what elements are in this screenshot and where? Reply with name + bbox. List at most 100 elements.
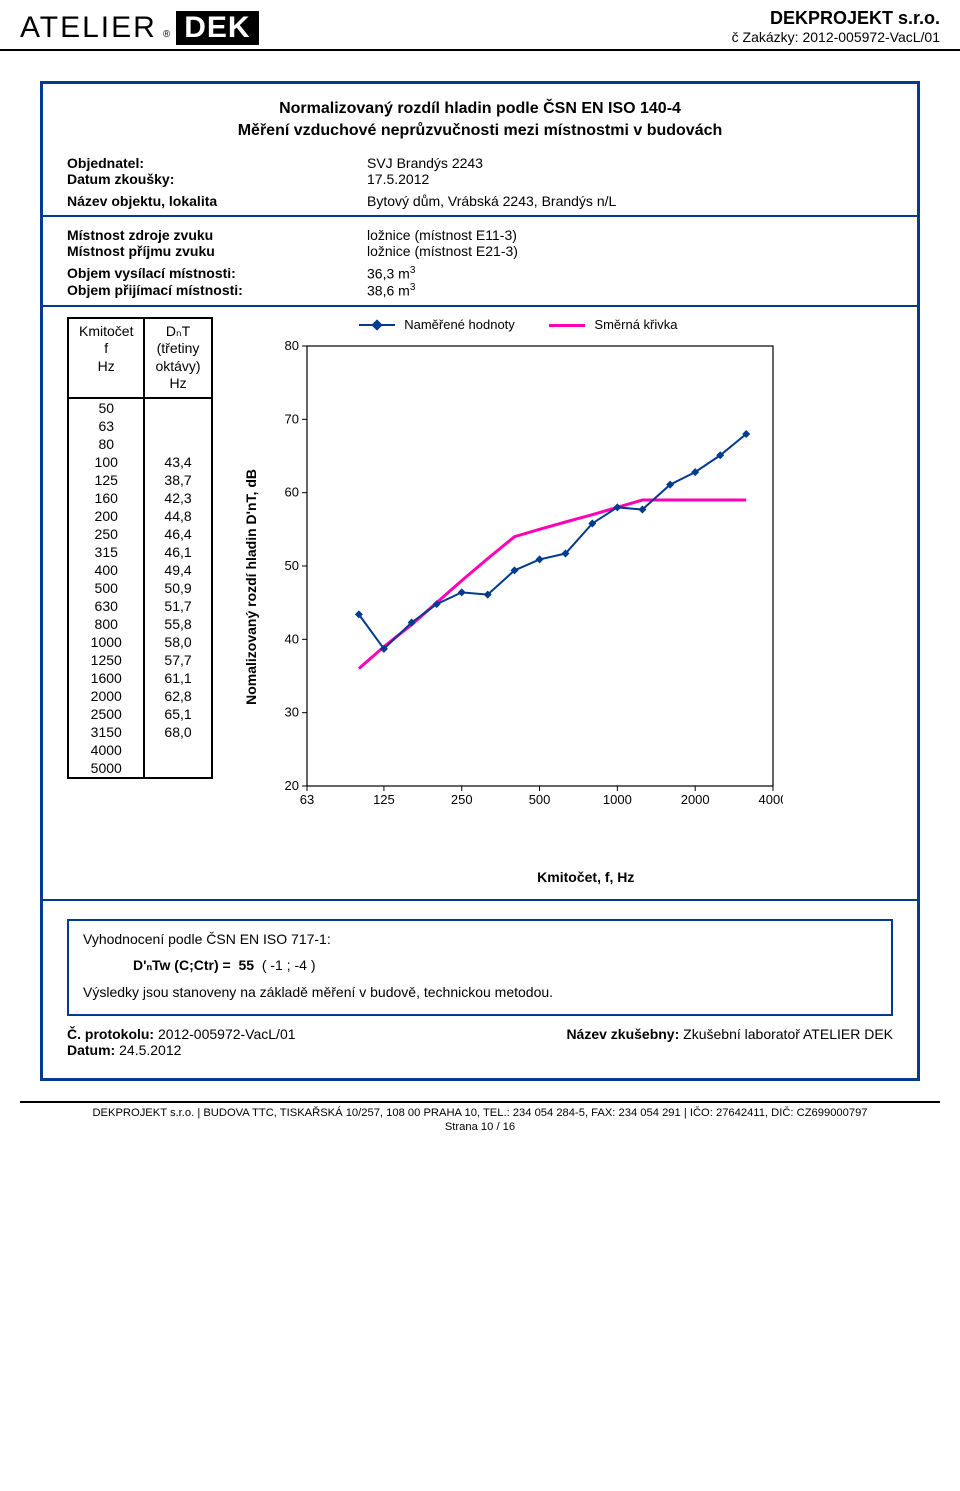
eval-note: Výsledky jsou stanoveny na základě měřen… [83,984,877,1000]
table-cell-dnt: 43,4 [144,453,211,471]
svg-text:250: 250 [450,792,472,807]
value-objednatel: SVJ Brandýs 2243 [367,155,893,171]
table-row: 63 [68,417,212,435]
table-row: 50050,9 [68,579,212,597]
table-cell-freq: 2000 [68,687,144,705]
table-row: 31546,1 [68,543,212,561]
table-row: 100058,0 [68,633,212,651]
svg-text:50: 50 [284,558,298,573]
legend-measured: Naměřené hodnoty [359,317,515,332]
table-row: 63051,7 [68,597,212,615]
chart-ylabel: Nomalizovaný rozdí hladin D'nT, dB [239,469,263,705]
table-cell-dnt [144,741,211,759]
table-cell-freq: 50 [68,398,144,417]
table-cell-freq: 630 [68,597,144,615]
table-row: 5000 [68,759,212,778]
label-datum-zkousky: Datum zkoušky: [67,171,367,187]
table-cell-dnt: 46,4 [144,525,211,543]
order-number: č Zakázky: 2012-005972-VacL/01 [732,29,940,45]
table-row: 160061,1 [68,669,212,687]
table-cell-dnt: 50,9 [144,579,211,597]
table-cell-dnt: 44,8 [144,507,211,525]
table-row: 80 [68,435,212,453]
report-frame: Normalizovaný rozdíl hladin podle ČSN EN… [40,81,920,1081]
value-objem-pri: 38,6 m3 [367,282,893,299]
table-cell-freq: 4000 [68,741,144,759]
svg-text:20: 20 [284,778,298,793]
svg-text:500: 500 [528,792,550,807]
table-cell-freq: 160 [68,489,144,507]
chart-area: Naměřené hodnoty Směrná křivka Nomalizov… [239,317,893,885]
protocol-row: Č. protokolu: 2012-005972-VacL/01 Datum:… [67,1026,893,1058]
table-header-dnt: DₙT (třetiny oktávy) Hz [144,318,211,398]
svg-text:2000: 2000 [680,792,709,807]
chart-legend: Naměřené hodnoty Směrná křivka [359,317,893,332]
table-cell-freq: 100 [68,453,144,471]
svg-text:60: 60 [284,484,298,499]
logo-registered: ® [163,29,170,40]
table-cell-dnt: 49,4 [144,561,211,579]
svg-text:4000: 4000 [758,792,782,807]
page-footer: DEKPROJEKT s.r.o. | BUDOVA TTC, TISKAŘSK… [20,1101,940,1133]
svg-text:125: 125 [373,792,395,807]
table-cell-freq: 3150 [68,723,144,741]
top-header: ATELIER® DEK DEKPROJEKT s.r.o. č Zakázky… [0,0,960,51]
report-title: Normalizovaný rozdíl hladin podle ČSN EN… [67,98,893,141]
table-cell-dnt: 42,3 [144,489,211,507]
table-cell-dnt: 58,0 [144,633,211,651]
table-cell-freq: 1600 [68,669,144,687]
company-name: DEKPROJEKT s.r.o. [732,8,940,29]
table-row: 12538,7 [68,471,212,489]
table-cell-freq: 250 [68,525,144,543]
table-cell-freq: 1000 [68,633,144,651]
table-header-freq: Kmitočet f Hz [68,318,144,398]
table-cell-freq: 5000 [68,759,144,778]
svg-text:70: 70 [284,411,298,426]
label-objem-pri: Objem přijímací místnosti: [67,282,367,299]
label-objednatel: Objednatel: [67,155,367,171]
evaluation-box: Vyhodnocení podle ČSN EN ISO 717-1: D'ₙT… [67,919,893,1016]
table-row: 10043,4 [68,453,212,471]
eval-heading: Vyhodnocení podle ČSN EN ISO 717-1: [83,931,877,947]
table-cell-freq: 1250 [68,651,144,669]
table-cell-freq: 400 [68,561,144,579]
table-row: 50 [68,398,212,417]
legend-ref: Směrná křivka [549,317,678,332]
table-cell-freq: 500 [68,579,144,597]
table-cell-dnt: 57,7 [144,651,211,669]
logo: ATELIER® DEK [20,11,259,45]
svg-text:40: 40 [284,631,298,646]
label-prijem: Místnost příjmu zvuku [67,243,367,259]
label-zdroj: Místnost zdroje zvuku [67,227,367,243]
label-objem-vys: Objem vysílací místnosti: [67,265,367,282]
table-row: 20044,8 [68,507,212,525]
table-row: 80055,8 [68,615,212,633]
table-cell-freq: 200 [68,507,144,525]
table-cell-dnt: 38,7 [144,471,211,489]
table-cell-dnt [144,435,211,453]
footer-page: Strana 10 / 16 [20,1121,940,1133]
table-cell-dnt [144,398,211,417]
table-cell-dnt: 46,1 [144,543,211,561]
chart-svg: 2030405060708063125250500100020004000 [263,338,783,834]
table-row: 125057,7 [68,651,212,669]
value-objem-vys: 36,3 m3 [367,265,893,282]
table-cell-freq: 315 [68,543,144,561]
table-cell-freq: 125 [68,471,144,489]
eval-formula: D'ₙTw (C;Ctr) = 55 ( -1 ; -4 ) [133,957,877,974]
svg-text:30: 30 [284,704,298,719]
table-row: 250065,1 [68,705,212,723]
svg-text:1000: 1000 [603,792,632,807]
logo-dek-text: DEK [176,11,258,45]
table-cell-freq: 800 [68,615,144,633]
table-row: 4000 [68,741,212,759]
value-zdroj: ložnice (místnost E11-3) [367,227,893,243]
table-cell-dnt: 65,1 [144,705,211,723]
table-cell-freq: 2500 [68,705,144,723]
chart-xlabel: Kmitočet, f, Hz [279,869,893,885]
chart-plot: 2030405060708063125250500100020004000 [263,338,783,837]
table-cell-dnt [144,417,211,435]
label-nazev-objektu: Název objektu, lokalita [67,193,367,209]
table-cell-dnt: 62,8 [144,687,211,705]
table-row: 315068,0 [68,723,212,741]
